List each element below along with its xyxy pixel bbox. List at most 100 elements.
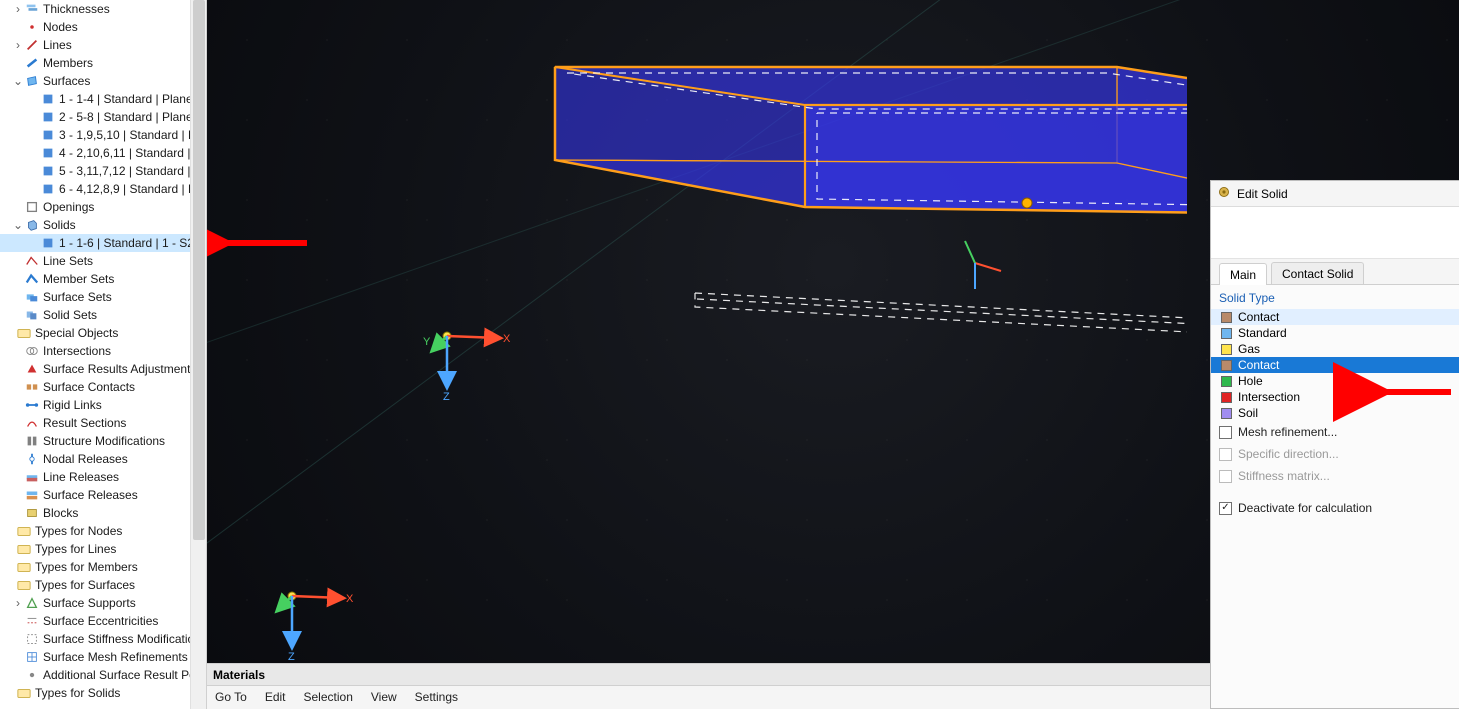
tree-item[interactable]: Surface Contacts — [0, 378, 206, 396]
tree-item[interactable]: Types for Lines — [0, 540, 206, 558]
tree-item[interactable]: Types for Solids — [0, 684, 206, 702]
tree-item-label: Surfaces — [43, 74, 206, 88]
axis-z-label: Z — [443, 391, 450, 403]
tree-item[interactable]: › Lines — [0, 36, 206, 54]
axis-y-label: Y — [423, 336, 431, 348]
menu-edit[interactable]: Edit — [265, 690, 286, 704]
dotgray-icon — [24, 667, 40, 683]
tree-item[interactable]: Blocks — [0, 504, 206, 522]
stiff-icon — [24, 631, 40, 647]
tree-item[interactable]: Line Releases — [0, 468, 206, 486]
tab-main[interactable]: Main — [1219, 263, 1267, 285]
tree-item[interactable]: Openings — [0, 198, 206, 216]
solid-type-option[interactable]: Intersection — [1211, 389, 1459, 405]
tree-item[interactable]: 3 - 1,9,5,10 | Standard | Plane — [0, 126, 206, 144]
folder-icon — [16, 523, 32, 539]
tree-item[interactable]: 1 - 1-6 | Standard | 1 - S235J0 — [0, 234, 206, 252]
tree-scrollbar[interactable] — [190, 0, 206, 709]
result-icon — [24, 415, 40, 431]
check-mesh-refinement[interactable]: Mesh refinement... — [1211, 421, 1459, 443]
tree-item[interactable]: ⌄ Surfaces — [0, 72, 206, 90]
tree-item[interactable]: ⌄Solids — [0, 216, 206, 234]
tree-item[interactable]: ›Surface Supports — [0, 594, 206, 612]
tree-item[interactable]: 1 - 1-4 | Standard | Plane | 1 - — [0, 90, 206, 108]
solid-type-option[interactable]: Contact — [1211, 309, 1459, 325]
solid-type-option[interactable]: Soil — [1211, 405, 1459, 421]
checkbox-icon[interactable] — [1219, 426, 1232, 439]
folder-icon — [16, 541, 32, 557]
tree-item[interactable]: Solid Sets — [0, 306, 206, 324]
check-deactivate[interactable]: Deactivate for calculation — [1211, 497, 1459, 519]
tree-item[interactable]: Special Objects — [0, 324, 206, 342]
color-swatch-icon — [1221, 360, 1232, 371]
navigator-tree[interactable]: › Thicknesses Nodes › Lines Members ⌄ Surfaces 1… — [0, 0, 207, 709]
tree-item[interactable]: › Thicknesses — [0, 0, 206, 18]
expand-arrow-icon[interactable]: › — [12, 38, 24, 52]
menu-selection[interactable]: Selection — [304, 690, 353, 704]
tree-item-label: Nodal Releases — [43, 452, 206, 466]
tree-item-label: 1 - 1-6 | Standard | 1 - S235J0 — [59, 236, 206, 250]
tree-item[interactable]: Structure Modifications — [0, 432, 206, 450]
tree-item[interactable]: Surface Sets — [0, 288, 206, 306]
menu-goto[interactable]: Go To — [215, 690, 247, 704]
tree-item[interactable]: Surface Eccentricities — [0, 612, 206, 630]
tree-item-label: Additional Surface Result Points — [43, 668, 206, 682]
tree-scrollthumb[interactable] — [193, 0, 205, 540]
solid-type-option[interactable]: Standard — [1211, 325, 1459, 341]
tree-item[interactable]: Result Sections — [0, 414, 206, 432]
layers-icon — [24, 1, 40, 17]
tree-item[interactable]: Additional Surface Result Points — [0, 666, 206, 684]
expand-arrow-icon[interactable]: › — [12, 596, 24, 610]
expand-arrow-icon[interactable]: › — [12, 2, 24, 16]
tree-item[interactable]: Surface Mesh Refinements — [0, 648, 206, 666]
tree-item[interactable]: 4 - 2,10,6,11 | Standard | Plane — [0, 144, 206, 162]
tree-item[interactable]: Nodes — [0, 18, 206, 36]
tree-item[interactable]: Surface Stiffness Modifications — [0, 630, 206, 648]
tree-item[interactable]: Members — [0, 54, 206, 72]
tree-item-label: Structure Modifications — [43, 434, 206, 448]
menu-view[interactable]: View — [371, 690, 397, 704]
tree-item[interactable]: 6 - 4,12,8,9 | Standard | Plane — [0, 180, 206, 198]
adjust-icon — [24, 361, 40, 377]
menu-settings[interactable]: Settings — [415, 690, 458, 704]
expand-arrow-icon[interactable]: ⌄ — [12, 74, 24, 88]
tree-item-label: 3 - 1,9,5,10 | Standard | Plane — [59, 128, 206, 142]
tree-item[interactable]: Rigid Links — [0, 396, 206, 414]
tree-item[interactable]: 5 - 3,11,7,12 | Standard | Plane — [0, 162, 206, 180]
edit-solid-panel: Edit Solid Main Contact Solid Solid Type… — [1210, 180, 1459, 709]
tree-item-label: Lines — [43, 38, 206, 52]
folder-icon — [16, 325, 32, 341]
panel-titlebar[interactable]: Edit Solid — [1211, 181, 1459, 207]
tab-contact[interactable]: Contact Solid — [1271, 262, 1364, 284]
tree-item[interactable]: Types for Members — [0, 558, 206, 576]
tree-item-label: 6 - 4,12,8,9 | Standard | Plane — [59, 182, 206, 196]
tree-item[interactable]: Types for Surfaces — [0, 576, 206, 594]
tree-item[interactable]: 2 - 5-8 | Standard | Plane | 1 - — [0, 108, 206, 126]
solid-type-list[interactable]: ContactStandardGasContactHoleIntersectio… — [1211, 309, 1459, 421]
tree-item[interactable]: Surface Releases — [0, 486, 206, 504]
solid-type-label: Intersection — [1238, 390, 1300, 404]
color-swatch-icon — [1221, 328, 1232, 339]
tree-item[interactable]: Intersections — [0, 342, 206, 360]
expand-arrow-icon[interactable]: ⌄ — [12, 218, 24, 232]
solid-type-label: Hole — [1238, 374, 1263, 388]
color-swatch-icon — [1221, 408, 1232, 419]
line-icon — [24, 37, 40, 53]
tree-item[interactable]: Nodal Releases — [0, 450, 206, 468]
solid-type-option[interactable]: Gas — [1211, 341, 1459, 357]
surf-blue-icon — [40, 91, 56, 107]
tree-item-label: Surface Stiffness Modifications — [43, 632, 206, 646]
checkbox-icon[interactable] — [1219, 502, 1232, 515]
tree-item[interactable]: Line Sets — [0, 252, 206, 270]
tree-item-label: Surface Mesh Refinements — [43, 650, 206, 664]
tree-item[interactable]: Types for Nodes — [0, 522, 206, 540]
tree-item[interactable]: Surface Results Adjustments — [0, 360, 206, 378]
solid-type-option[interactable]: Hole — [1211, 373, 1459, 389]
color-swatch-icon — [1221, 344, 1232, 355]
surf-blue-icon — [40, 145, 56, 161]
panel-title-text: Edit Solid — [1237, 187, 1288, 201]
tree-item-label: 5 - 3,11,7,12 | Standard | Plane — [59, 164, 206, 178]
tree-item-label: Thicknesses — [43, 2, 206, 16]
tree-item[interactable]: Member Sets — [0, 270, 206, 288]
solid-type-option[interactable]: Contact — [1211, 357, 1459, 373]
